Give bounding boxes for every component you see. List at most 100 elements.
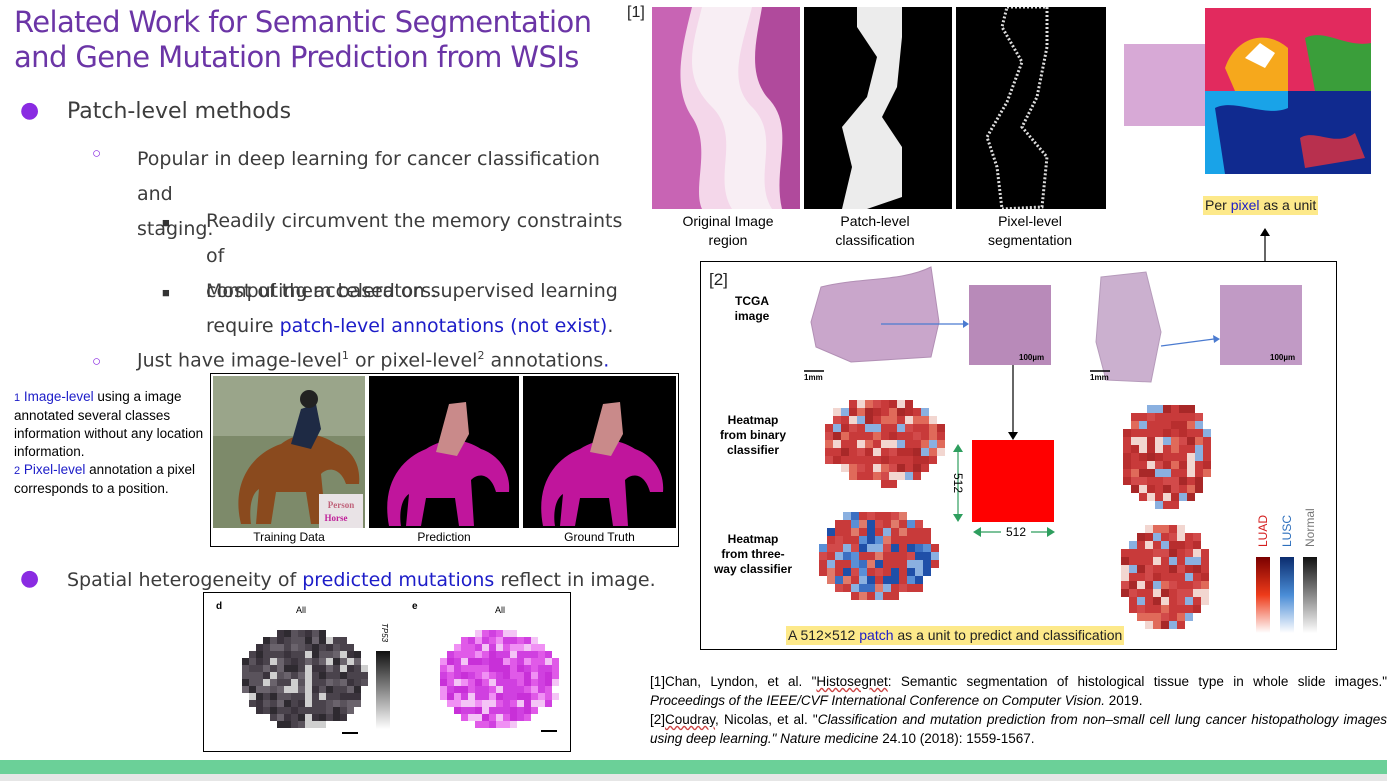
- mutation-tile: [319, 707, 326, 714]
- mutation-tile: [538, 679, 545, 686]
- heatmap-tile: [1131, 421, 1139, 429]
- heatmap-tile: [929, 416, 937, 424]
- zoom-arrow: [1160, 338, 1215, 347]
- heatmap-tile: [1129, 573, 1137, 581]
- mutation-tile: [538, 651, 545, 658]
- heatmap-tile: [1153, 597, 1161, 605]
- mutation-tile: [517, 679, 524, 686]
- mutation-tile: [312, 721, 319, 728]
- mutation-tile: [517, 707, 524, 714]
- heatmap-tile: [905, 400, 913, 408]
- heatmap-tile: [1155, 413, 1163, 421]
- mutation-tile: [284, 644, 291, 651]
- mutation-tile: [496, 721, 503, 728]
- mutation-tile: [305, 693, 312, 700]
- mutation-tile: [291, 637, 298, 644]
- mutation-tile: [263, 658, 270, 665]
- mutation-tile: [475, 637, 482, 644]
- mutation-tile: [291, 630, 298, 637]
- heatmap-tile: [1163, 477, 1171, 485]
- heatmap-tile: [899, 552, 907, 560]
- mutation-tile: [354, 658, 361, 665]
- mutation-tile: [496, 693, 503, 700]
- mutation-tile: [270, 700, 277, 707]
- heatmap-tile: [1153, 613, 1161, 621]
- heatmap-tile: [849, 424, 857, 432]
- superscript: 2: [477, 349, 485, 362]
- heatmap-tile: [825, 456, 833, 464]
- heatmap-tile: [1153, 549, 1161, 557]
- scale-100um-left: 100µm: [1019, 353, 1044, 362]
- heatmap-tile: [819, 544, 827, 552]
- heatmap-tile: [1193, 541, 1201, 549]
- heatmap-tile: [1185, 597, 1193, 605]
- heatmap-tile: [1153, 541, 1161, 549]
- heatmap-tile: [881, 480, 889, 488]
- heatmap-tile: [883, 592, 891, 600]
- mutation-tile: [552, 672, 559, 679]
- heatmap-tile: [897, 416, 905, 424]
- mutation-tile: [298, 693, 305, 700]
- mutation-tile: [326, 714, 333, 721]
- mutation-tile: [277, 644, 284, 651]
- heatmap-tile: [891, 568, 899, 576]
- heatmap-tile: [889, 456, 897, 464]
- heatmap-tile: [929, 448, 937, 456]
- heatmap-tile: [841, 440, 849, 448]
- heatmap-tile: [1155, 405, 1163, 413]
- heatmap-tile: [1121, 565, 1129, 573]
- heatmap-tile: [851, 520, 859, 528]
- mutation-tile: [531, 665, 538, 672]
- heatmap-tile: [867, 560, 875, 568]
- mutation-tile: [340, 714, 347, 721]
- heatmap-tile: [1177, 589, 1185, 597]
- heatmap-tile: [859, 544, 867, 552]
- heatmap-tile: [867, 528, 875, 536]
- scale-100um-right: 100µm: [1270, 353, 1295, 362]
- heatmap-tile: [1147, 477, 1155, 485]
- mutation-tile: [291, 658, 298, 665]
- arrow-up-icon: [1260, 228, 1270, 262]
- heatmap-tile: [929, 456, 937, 464]
- bullet-ring-icon: ○: [92, 145, 102, 162]
- heatmap-tile: [915, 536, 923, 544]
- mutation-tile: [510, 630, 517, 637]
- heatmap-tile: [1161, 565, 1169, 573]
- heatmap-tile: [1195, 477, 1203, 485]
- mutation-tile: [489, 700, 496, 707]
- mutation-tile: [242, 686, 249, 693]
- heatmap-tile: [1155, 453, 1163, 461]
- heatmap-tile: [1169, 589, 1177, 597]
- mutation-tile: [468, 700, 475, 707]
- mutation-tile: [496, 665, 503, 672]
- mutation-tile: [538, 686, 545, 693]
- heatmap-tile: [1147, 421, 1155, 429]
- heatmap-tile: [875, 544, 883, 552]
- mutation-tile: [277, 679, 284, 686]
- heatmap-tile: [1203, 437, 1211, 445]
- heatmap-tile: [913, 408, 921, 416]
- mutation-tile: [277, 630, 284, 637]
- heatmap-tile: [1179, 445, 1187, 453]
- mutation-tile: [291, 651, 298, 658]
- mutation-tile: [312, 651, 319, 658]
- heatmap-tile: [1121, 573, 1129, 581]
- heatmap-tile: [897, 424, 905, 432]
- heatmap-tile: [1195, 429, 1203, 437]
- heatmap-tile: [1147, 437, 1155, 445]
- sub-sub-bullet-2-line-1: Most of them based on supervised learnin…: [206, 280, 618, 302]
- heatmap-tile: [1123, 445, 1131, 453]
- heatmap-tile: [1193, 581, 1201, 589]
- heatmap-tile: [929, 424, 937, 432]
- heatmap-tile: [859, 536, 867, 544]
- heatmap-tile: [883, 560, 891, 568]
- heatmap-tile: [867, 576, 875, 584]
- heatmap-tile: [1153, 573, 1161, 581]
- heatmap-tile: [1187, 437, 1195, 445]
- text-end: .: [607, 315, 614, 337]
- mutation-tile: [475, 700, 482, 707]
- mutation-tile: [468, 672, 475, 679]
- mutation-tile: [475, 630, 482, 637]
- heatmap-tile: [849, 448, 857, 456]
- heatmap-tile: [889, 480, 897, 488]
